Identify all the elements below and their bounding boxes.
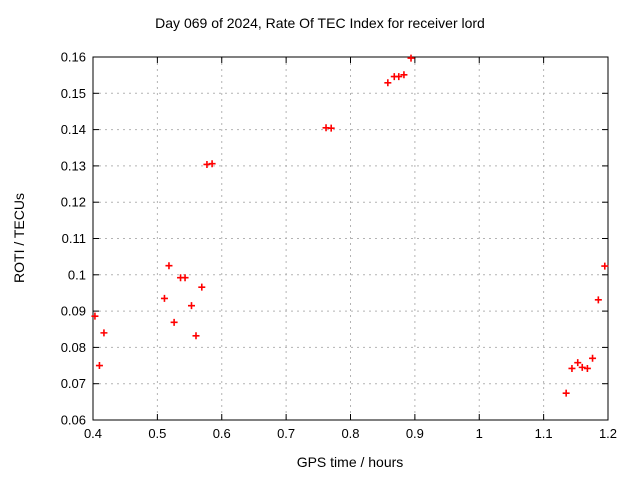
y-tick-label: 0.08 bbox=[61, 340, 86, 355]
data-point bbox=[589, 354, 597, 362]
x-tick-label: 0.6 bbox=[213, 426, 231, 441]
data-point bbox=[100, 329, 108, 337]
data-point bbox=[192, 332, 200, 340]
y-tick-label: 0.1 bbox=[68, 267, 86, 282]
data-point bbox=[407, 54, 415, 62]
data-point bbox=[165, 262, 173, 270]
data-point bbox=[594, 296, 602, 304]
x-tick-label: 0.4 bbox=[84, 426, 102, 441]
data-point bbox=[91, 312, 99, 320]
x-tick-label: 0.9 bbox=[406, 426, 424, 441]
y-tick-label: 0.07 bbox=[61, 376, 86, 391]
y-tick-label: 0.14 bbox=[61, 122, 86, 137]
data-point bbox=[198, 283, 206, 291]
data-point bbox=[181, 274, 189, 282]
data-point bbox=[208, 160, 216, 168]
y-tick-label: 0.15 bbox=[61, 86, 86, 101]
data-point bbox=[574, 359, 582, 367]
data-point bbox=[601, 262, 609, 270]
data-point bbox=[170, 318, 178, 326]
y-axis-label: ROTI / TECUs bbox=[11, 193, 27, 283]
x-axis-label: GPS time / hours bbox=[297, 454, 404, 470]
y-tick-label: 0.16 bbox=[61, 50, 86, 65]
grid-lines bbox=[93, 57, 608, 420]
y-tick-label: 0.06 bbox=[61, 413, 86, 428]
chart-title: Day 069 of 2024, Rate Of TEC Index for r… bbox=[155, 15, 485, 31]
tick-labels: 0.4 0.5 0.6 0.7 0.8 0.9 1 1.1 1.2 0.06 0.07 0.08 0.0… bbox=[61, 50, 617, 442]
data-point bbox=[327, 124, 335, 132]
x-tick-label: 0.5 bbox=[148, 426, 166, 441]
data-point bbox=[578, 363, 586, 371]
data-point bbox=[400, 71, 408, 79]
data-point bbox=[187, 302, 195, 310]
data-points bbox=[91, 54, 609, 397]
x-tick-label: 1 bbox=[476, 426, 483, 441]
data-point bbox=[384, 79, 392, 87]
y-tick-label: 0.09 bbox=[61, 304, 86, 319]
x-tick-label: 1.1 bbox=[535, 426, 553, 441]
data-point bbox=[568, 364, 576, 372]
x-tick-label: 0.7 bbox=[277, 426, 295, 441]
plot-border bbox=[92, 56, 609, 421]
y-tick-label: 0.13 bbox=[61, 158, 86, 173]
data-point bbox=[583, 364, 591, 372]
data-point bbox=[562, 389, 570, 397]
x-tick-label: 0.8 bbox=[341, 426, 359, 441]
x-tick-label: 1.2 bbox=[599, 426, 617, 441]
data-point bbox=[395, 73, 403, 81]
y-tick-label: 0.11 bbox=[62, 231, 86, 246]
data-point bbox=[95, 362, 103, 370]
data-point bbox=[160, 294, 168, 302]
y-tick-label: 0.12 bbox=[61, 195, 86, 210]
